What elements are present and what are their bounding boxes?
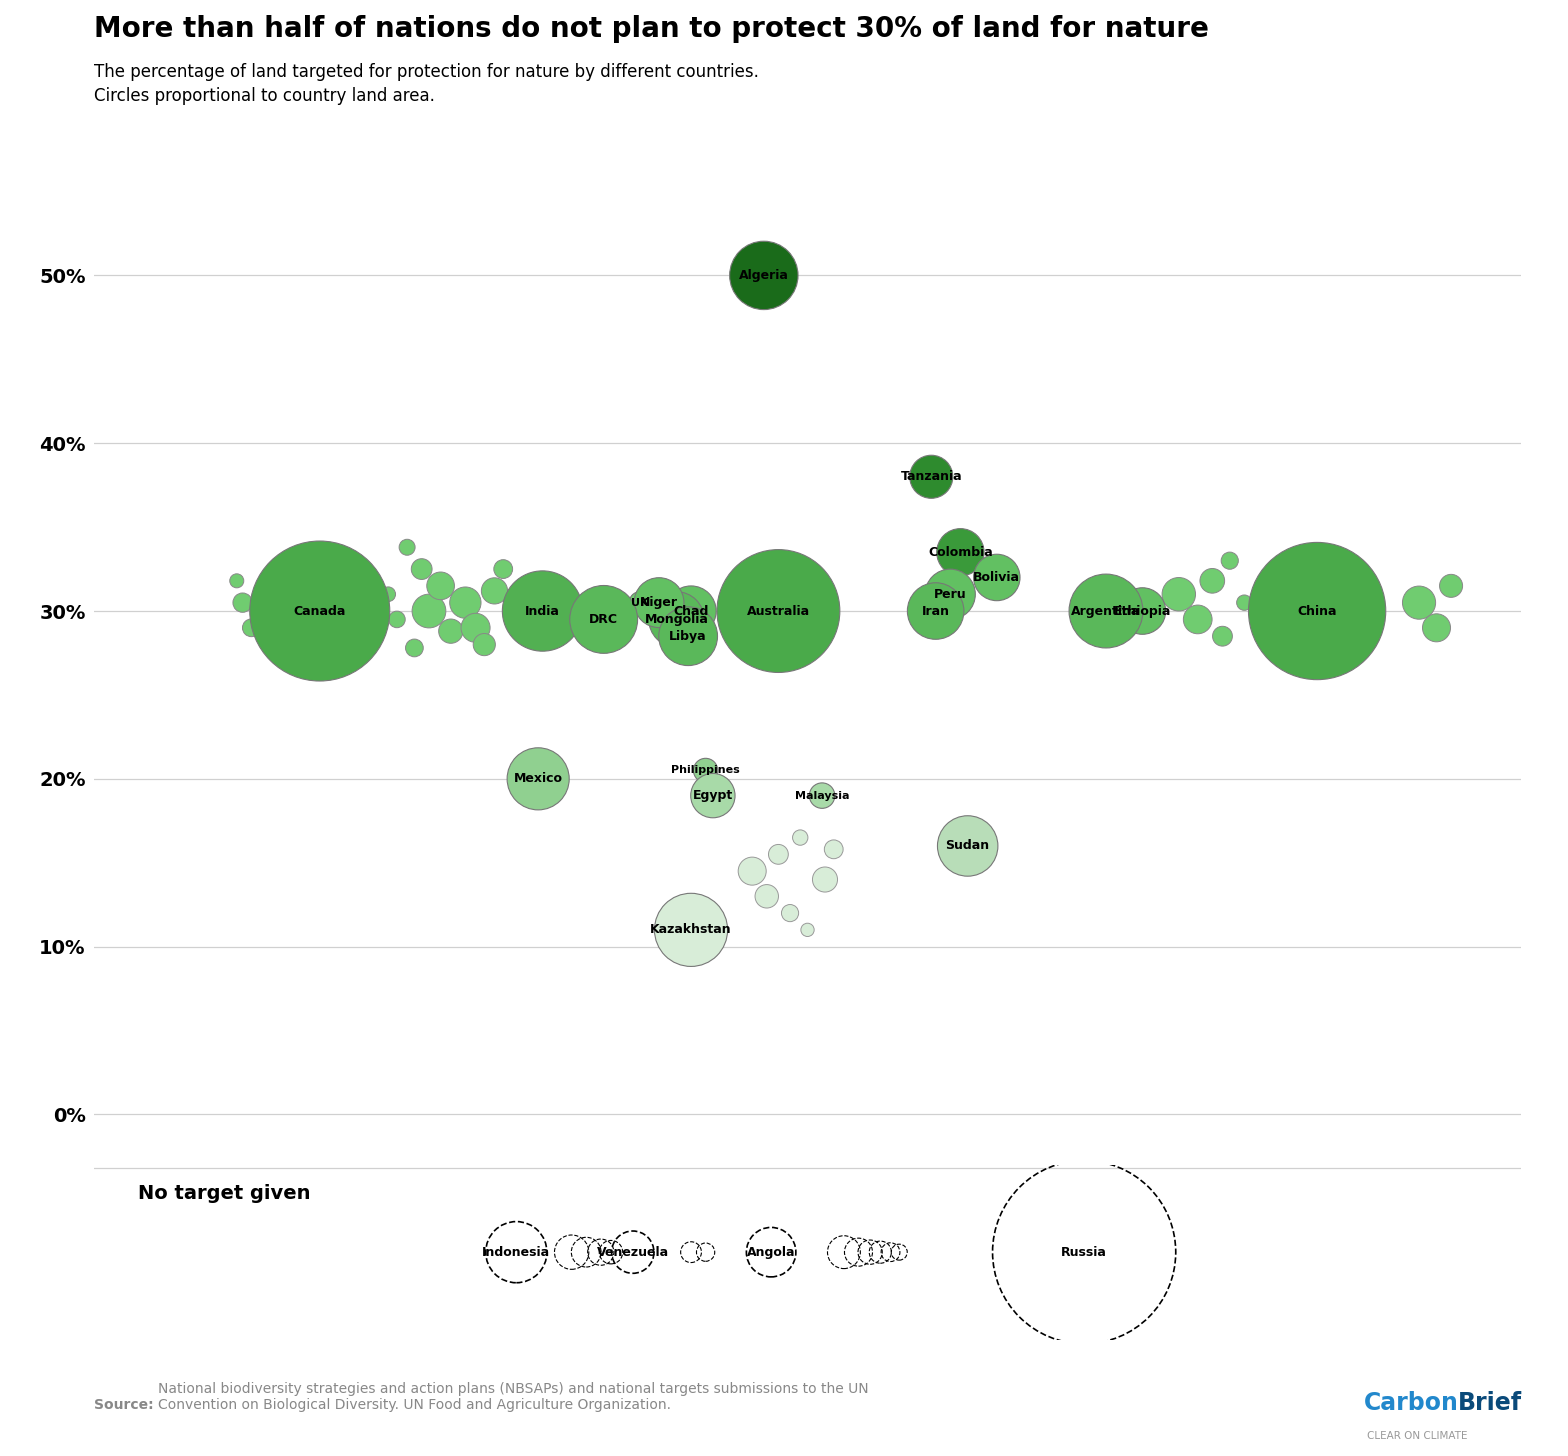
Ellipse shape [756,885,778,909]
Text: Algeria: Algeria [739,269,789,282]
Ellipse shape [502,571,583,651]
Ellipse shape [908,582,964,639]
Ellipse shape [381,587,395,601]
Text: CLEAR ON CLIMATE: CLEAR ON CLIMATE [1367,1431,1468,1441]
Ellipse shape [506,748,569,810]
Ellipse shape [936,529,985,577]
Ellipse shape [474,633,495,655]
Ellipse shape [693,759,718,782]
Ellipse shape [809,783,834,808]
Text: Ethiopia: Ethiopia [1113,604,1171,617]
Ellipse shape [1422,614,1450,642]
Ellipse shape [909,456,953,498]
Ellipse shape [768,844,789,865]
Text: Peru: Peru [935,588,966,601]
Ellipse shape [1069,574,1143,648]
Text: No target given: No target given [138,1184,310,1204]
Ellipse shape [801,923,814,936]
Ellipse shape [400,539,416,555]
Text: Colombia: Colombia [928,546,993,559]
Ellipse shape [666,585,717,636]
Text: Brief: Brief [1458,1392,1523,1415]
Ellipse shape [411,559,433,579]
Ellipse shape [243,619,260,636]
Ellipse shape [812,866,837,893]
Text: India: India [525,604,560,617]
Text: Mongolia: Mongolia [644,613,709,626]
Ellipse shape [717,549,840,673]
Text: Iran: Iran [922,604,950,617]
Text: Chad: Chad [673,604,709,617]
Ellipse shape [234,593,252,613]
Text: DRC: DRC [590,613,618,626]
Ellipse shape [1212,626,1232,646]
Ellipse shape [649,591,704,646]
Ellipse shape [249,542,390,681]
Text: Mexico: Mexico [514,772,563,785]
Ellipse shape [659,607,718,665]
Ellipse shape [938,815,997,877]
Ellipse shape [406,639,423,657]
Ellipse shape [729,242,798,310]
Text: Libya: Libya [670,629,707,642]
Ellipse shape [1248,543,1386,680]
Text: Carbon: Carbon [1364,1392,1460,1415]
Text: National biodiversity strategies and action plans (NBSAPs) and national targets : National biodiversity strategies and act… [158,1382,869,1412]
Ellipse shape [494,559,513,578]
Ellipse shape [825,840,844,859]
Ellipse shape [974,555,1021,601]
Ellipse shape [481,578,508,604]
Text: Kazakhstan: Kazakhstan [651,923,732,936]
Ellipse shape [1200,568,1225,593]
Text: Tanzania: Tanzania [900,470,963,483]
Ellipse shape [412,594,445,628]
Ellipse shape [1402,587,1436,619]
Text: Egypt: Egypt [693,789,732,802]
Ellipse shape [230,574,243,588]
Ellipse shape [1221,552,1239,569]
Ellipse shape [691,773,735,818]
Ellipse shape [1439,574,1463,597]
Ellipse shape [1237,596,1251,610]
Ellipse shape [654,894,728,967]
Ellipse shape [792,830,808,846]
Text: More than half of nations do not plan to protect 30% of land for nature: More than half of nations do not plan to… [94,15,1209,42]
Text: The percentage of land targeted for protection for nature by different countries: The percentage of land targeted for prot… [94,63,759,80]
Text: Bolivia: Bolivia [974,571,1021,584]
Text: Australia: Australia [746,604,811,617]
Ellipse shape [633,578,684,628]
Text: UK: UK [632,597,649,607]
Ellipse shape [426,572,455,600]
Ellipse shape [629,591,651,613]
Ellipse shape [739,858,767,885]
Text: Russia: Russia [1062,1246,1107,1258]
Ellipse shape [1162,578,1195,612]
Text: Circles proportional to country land area.: Circles proportional to country land are… [94,87,434,105]
Text: Niger: Niger [640,596,677,609]
Ellipse shape [461,613,491,642]
Text: Angola: Angola [746,1246,795,1258]
Ellipse shape [1184,606,1212,633]
Ellipse shape [1120,588,1165,635]
Ellipse shape [781,904,798,922]
Text: Argentina: Argentina [1071,604,1140,617]
Text: Canada: Canada [293,604,347,617]
Ellipse shape [439,619,463,644]
Ellipse shape [925,569,975,619]
Text: Source:: Source: [94,1398,154,1412]
Text: Sudan: Sudan [946,840,989,852]
Text: Malaysia: Malaysia [795,791,850,801]
Text: Venezuela: Venezuela [597,1246,670,1258]
Ellipse shape [389,612,405,628]
Text: Indonesia: Indonesia [483,1246,550,1258]
Ellipse shape [450,587,481,619]
Text: Philippines: Philippines [671,766,740,776]
Ellipse shape [569,585,638,654]
Text: China: China [1297,604,1338,617]
